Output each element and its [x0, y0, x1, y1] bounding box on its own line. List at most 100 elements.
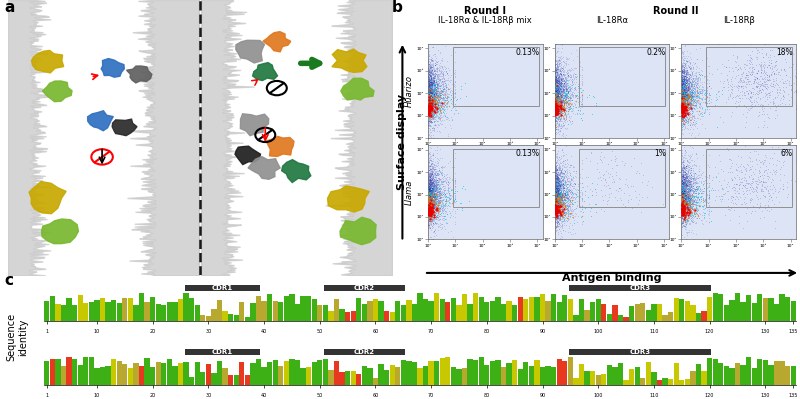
Point: [550, 186, 562, 192]
Point: [434, 205, 446, 211]
Point: [678, 210, 690, 217]
Point: [682, 217, 694, 223]
Point: [554, 109, 566, 115]
Point: [549, 61, 562, 67]
Point: [678, 115, 691, 122]
Bar: [490, 301, 495, 321]
Point: [554, 223, 567, 229]
Point: [683, 81, 696, 88]
Point: [554, 209, 567, 215]
Point: [551, 180, 564, 186]
Point: [686, 196, 698, 203]
Point: [758, 169, 770, 175]
Point: [675, 209, 688, 215]
Point: [422, 125, 435, 132]
Point: [549, 91, 562, 97]
Point: [552, 214, 565, 221]
Point: [688, 201, 701, 207]
Point: [551, 75, 564, 81]
Point: [679, 192, 692, 199]
Point: [694, 75, 707, 81]
Point: [424, 196, 437, 203]
Point: [424, 222, 437, 228]
Point: [554, 182, 566, 188]
Point: [681, 78, 694, 85]
Point: [440, 179, 453, 186]
Point: [555, 65, 568, 71]
Point: [561, 189, 574, 195]
Point: [427, 180, 440, 186]
Point: [694, 101, 706, 107]
Point: [695, 109, 708, 115]
Point: [432, 208, 445, 214]
Point: [437, 81, 450, 87]
Point: [423, 72, 436, 78]
Point: [684, 112, 697, 119]
Point: [427, 205, 440, 211]
Point: [426, 204, 438, 211]
Point: [550, 193, 562, 199]
Point: [424, 99, 437, 105]
Point: [684, 122, 697, 128]
Point: [551, 99, 564, 106]
Point: [550, 186, 563, 193]
Point: [678, 176, 691, 182]
Point: [679, 201, 692, 208]
Point: [422, 203, 435, 209]
Point: [716, 84, 729, 91]
Point: [680, 176, 693, 182]
Point: [431, 203, 444, 209]
Point: [422, 201, 434, 207]
Point: [683, 104, 696, 111]
Point: [426, 87, 439, 94]
Point: [550, 89, 563, 95]
Point: [677, 208, 690, 214]
Point: [678, 198, 690, 204]
Point: [553, 181, 566, 187]
Point: [425, 189, 438, 195]
Point: [677, 92, 690, 99]
Point: [763, 196, 776, 202]
Point: [682, 98, 695, 104]
Point: [423, 223, 436, 230]
Point: [730, 165, 742, 172]
Point: [426, 181, 438, 188]
Point: [553, 122, 566, 128]
Point: [557, 227, 570, 233]
Point: [432, 196, 445, 203]
Point: [438, 215, 450, 221]
Point: [676, 200, 689, 207]
Point: [559, 203, 572, 209]
Point: [689, 91, 702, 98]
Point: [554, 99, 566, 106]
Point: [427, 106, 440, 112]
Point: [554, 190, 567, 196]
Point: [550, 74, 562, 81]
Point: [422, 176, 435, 182]
Point: [554, 179, 567, 186]
Point: [552, 170, 565, 177]
Point: [677, 159, 690, 165]
Point: [430, 88, 442, 94]
Point: [678, 95, 691, 101]
Point: [550, 198, 563, 205]
Point: [686, 188, 699, 194]
Point: [702, 83, 715, 89]
Point: [693, 89, 706, 95]
Point: [438, 173, 450, 180]
Point: [427, 236, 440, 243]
Point: [426, 57, 438, 64]
Point: [550, 201, 562, 207]
Point: [428, 170, 441, 177]
Point: [550, 97, 563, 104]
Point: [555, 201, 568, 207]
Point: [425, 95, 438, 102]
Point: [430, 177, 443, 183]
Point: [553, 164, 566, 171]
Point: [560, 191, 573, 198]
Point: [690, 206, 702, 212]
Point: [682, 206, 695, 213]
Point: [553, 104, 566, 111]
Point: [433, 99, 446, 105]
Point: [550, 196, 562, 203]
